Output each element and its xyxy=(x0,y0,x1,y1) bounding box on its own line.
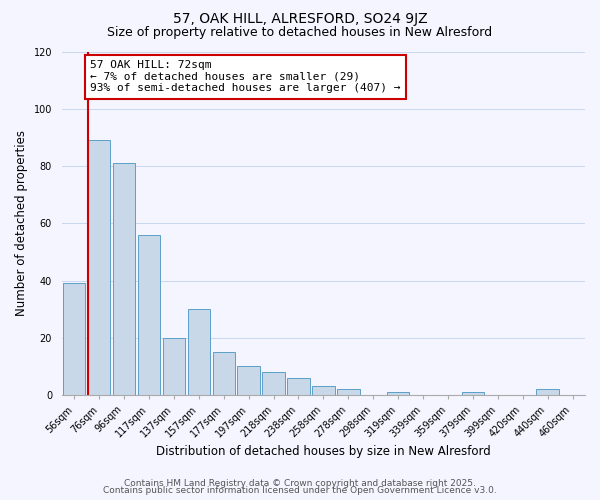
Bar xyxy=(262,372,285,395)
Bar xyxy=(88,140,110,395)
Bar xyxy=(312,386,335,395)
Bar xyxy=(188,309,210,395)
Bar xyxy=(212,352,235,395)
Bar xyxy=(238,366,260,395)
Bar xyxy=(461,392,484,395)
Bar xyxy=(163,338,185,395)
Bar xyxy=(113,163,135,395)
Y-axis label: Number of detached properties: Number of detached properties xyxy=(15,130,28,316)
Bar xyxy=(287,378,310,395)
Bar xyxy=(138,234,160,395)
Text: Size of property relative to detached houses in New Alresford: Size of property relative to detached ho… xyxy=(107,26,493,39)
Bar xyxy=(536,390,559,395)
Text: 57, OAK HILL, ALRESFORD, SO24 9JZ: 57, OAK HILL, ALRESFORD, SO24 9JZ xyxy=(173,12,427,26)
Text: Contains HM Land Registry data © Crown copyright and database right 2025.: Contains HM Land Registry data © Crown c… xyxy=(124,478,476,488)
Text: Contains public sector information licensed under the Open Government Licence v3: Contains public sector information licen… xyxy=(103,486,497,495)
Bar xyxy=(387,392,409,395)
Bar xyxy=(337,390,359,395)
X-axis label: Distribution of detached houses by size in New Alresford: Distribution of detached houses by size … xyxy=(156,444,491,458)
Bar xyxy=(63,284,85,395)
Text: 57 OAK HILL: 72sqm
← 7% of detached houses are smaller (29)
93% of semi-detached: 57 OAK HILL: 72sqm ← 7% of detached hous… xyxy=(91,60,401,94)
